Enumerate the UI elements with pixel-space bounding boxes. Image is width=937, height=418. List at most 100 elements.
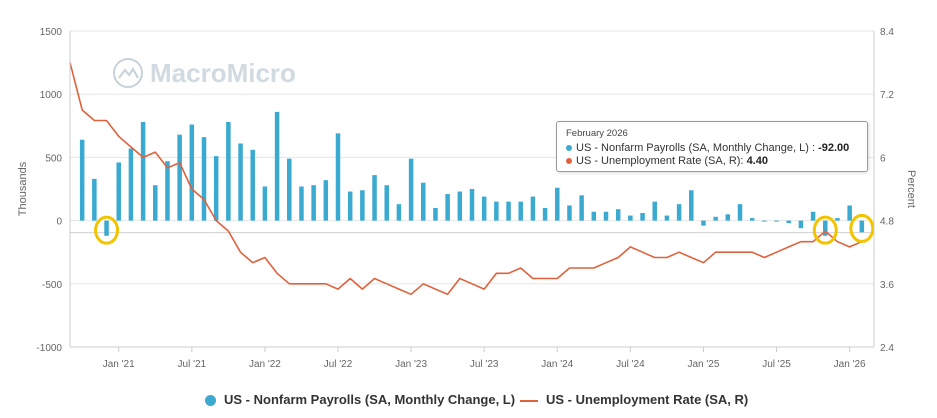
- y-right-tick-label: 7.2: [880, 90, 894, 101]
- payrolls-bar: [859, 220, 865, 233]
- payrolls-bar: [238, 143, 243, 221]
- payrolls-bar: [445, 194, 450, 221]
- tooltip-row-unemployment: US - Unemployment Rate (SA, R): 4.40: [566, 155, 768, 167]
- y-left-axis-title: Thousands: [17, 161, 29, 216]
- payrolls-bar: [226, 122, 231, 221]
- highlight-circle: [812, 215, 838, 245]
- payrolls-bar: [762, 220, 767, 222]
- payrolls-bar: [567, 205, 572, 221]
- payrolls-bar: [287, 158, 292, 221]
- watermark: MacroMicro: [113, 58, 296, 88]
- payrolls-bar: [810, 211, 816, 221]
- payrolls-bar: [530, 196, 536, 221]
- payrolls-bar: [591, 211, 597, 221]
- payrolls-bar: [384, 185, 389, 221]
- axes: 1500 1000 500 0 -500 -1000 8.4 7.2 6 4.8 3.6 2.4 Jan…: [17, 27, 917, 370]
- payrolls-bar: [640, 213, 645, 221]
- y-right-tick-label: 8.4: [880, 27, 894, 38]
- payrolls-bar: [786, 220, 791, 224]
- payrolls-bar: [396, 204, 402, 221]
- x-tick-label: Jul '23: [470, 359, 499, 370]
- legend-unemployment-line-icon: [520, 399, 538, 402]
- payrolls-bar: [421, 182, 426, 221]
- legend-payrolls-label: US - Nonfarm Payrolls (SA, Monthly Chang…: [224, 392, 516, 407]
- payrolls-bar: [664, 215, 670, 221]
- payrolls-bar: [835, 218, 840, 221]
- tooltip-row-payrolls: US - Nonfarm Payrolls (SA, Monthly Chang…: [566, 142, 849, 154]
- y-left-tick-label: 500: [45, 153, 62, 164]
- watermark-text: MacroMicro: [150, 58, 296, 88]
- payrolls-bar: [652, 201, 657, 221]
- payrolls-bar: [481, 196, 487, 221]
- payrolls-bar: [847, 205, 852, 221]
- payrolls-bar: [299, 186, 304, 221]
- highlight-circle: [849, 213, 875, 243]
- tooltip-payrolls-value: -92.00: [818, 142, 850, 154]
- watermark-logo-mark-icon: [118, 67, 139, 79]
- payrolls-bar: [701, 220, 706, 226]
- payrolls-bar: [213, 156, 219, 221]
- x-tick-label: Jan '26: [834, 359, 866, 370]
- y-left-tick-label: -1000: [36, 343, 62, 354]
- x-tick-label: Jan '23: [395, 359, 427, 370]
- payrolls-bar: [347, 191, 353, 221]
- payrolls-bar: [457, 191, 463, 221]
- payrolls-bar: [274, 111, 280, 221]
- payrolls-bar: [128, 148, 134, 221]
- tooltip-unemployment-value: 4.40: [746, 155, 768, 167]
- payrolls-bar: [823, 220, 828, 236]
- payrolls-bar: [628, 215, 633, 221]
- payrolls-bar: [737, 204, 743, 221]
- payrolls-bar: [603, 211, 609, 221]
- x-tick-label: Jul '24: [616, 359, 645, 370]
- payrolls-bar: [615, 209, 621, 221]
- payrolls-bar: [79, 139, 85, 221]
- payrolls-bar: [360, 190, 365, 221]
- payrolls-bar: [104, 220, 109, 236]
- payrolls-bar: [725, 214, 731, 221]
- watermark-logo-icon: [113, 58, 143, 88]
- payrolls-bar: [433, 207, 438, 221]
- payrolls-bar: [250, 149, 255, 221]
- payrolls-bar: [408, 158, 414, 221]
- y-right-tick-label: 3.6: [880, 280, 894, 291]
- x-tick-label: Jan '21: [103, 359, 135, 370]
- x-tick-label: Jul '25: [762, 359, 791, 370]
- tooltip-unemployment-label: US - Unemployment Rate (SA, R):: [576, 155, 747, 167]
- y-left-tick-label: 1000: [40, 90, 63, 101]
- x-tick-label: Jul '21: [178, 359, 207, 370]
- payrolls-bar: [335, 133, 341, 221]
- legend-item-payrolls[interactable]: US - Nonfarm Payrolls (SA, Monthly Chang…: [205, 392, 515, 407]
- payrolls-bar: [689, 190, 694, 221]
- payrolls-bar: [542, 207, 548, 221]
- highlight-circle: [94, 215, 120, 245]
- payrolls-bar: [262, 186, 268, 221]
- x-tick-label: Jul '22: [324, 359, 353, 370]
- payrolls-bar: [311, 185, 316, 221]
- payrolls-bar: [469, 189, 475, 221]
- payrolls-bar: [518, 201, 523, 221]
- legend-item-unemployment[interactable]: US - Unemployment Rate (SA, R): [520, 392, 748, 407]
- payrolls-bar: [506, 201, 511, 221]
- payrolls-bar: [140, 122, 146, 221]
- payrolls-bar: [555, 187, 560, 221]
- y-left-tick-label: 1500: [40, 27, 63, 38]
- payrolls-bars: [79, 111, 865, 236]
- payrolls-bar: [92, 178, 97, 221]
- y-right-tick-label: 4.8: [880, 217, 894, 228]
- x-tick-label: Jan '24: [541, 359, 573, 370]
- y-left-tick-label: 0: [56, 217, 62, 228]
- unemployment-line: [69, 62, 863, 296]
- payrolls-bar: [177, 134, 182, 221]
- y-left-tick-label: -500: [42, 280, 62, 291]
- highlight-circles: [94, 213, 875, 245]
- y-right-tick-label: 2.4: [880, 343, 894, 354]
- chart-legend: US - Nonfarm Payrolls (SA, Monthly Chang…: [0, 392, 937, 412]
- tooltip-date: February 2026: [566, 128, 628, 139]
- legend-payrolls-dot-icon: [205, 395, 216, 407]
- payrolls-bar: [579, 195, 584, 221]
- payrolls-bar: [153, 185, 158, 221]
- payrolls-bar: [676, 204, 682, 221]
- payrolls-bar: [798, 220, 804, 229]
